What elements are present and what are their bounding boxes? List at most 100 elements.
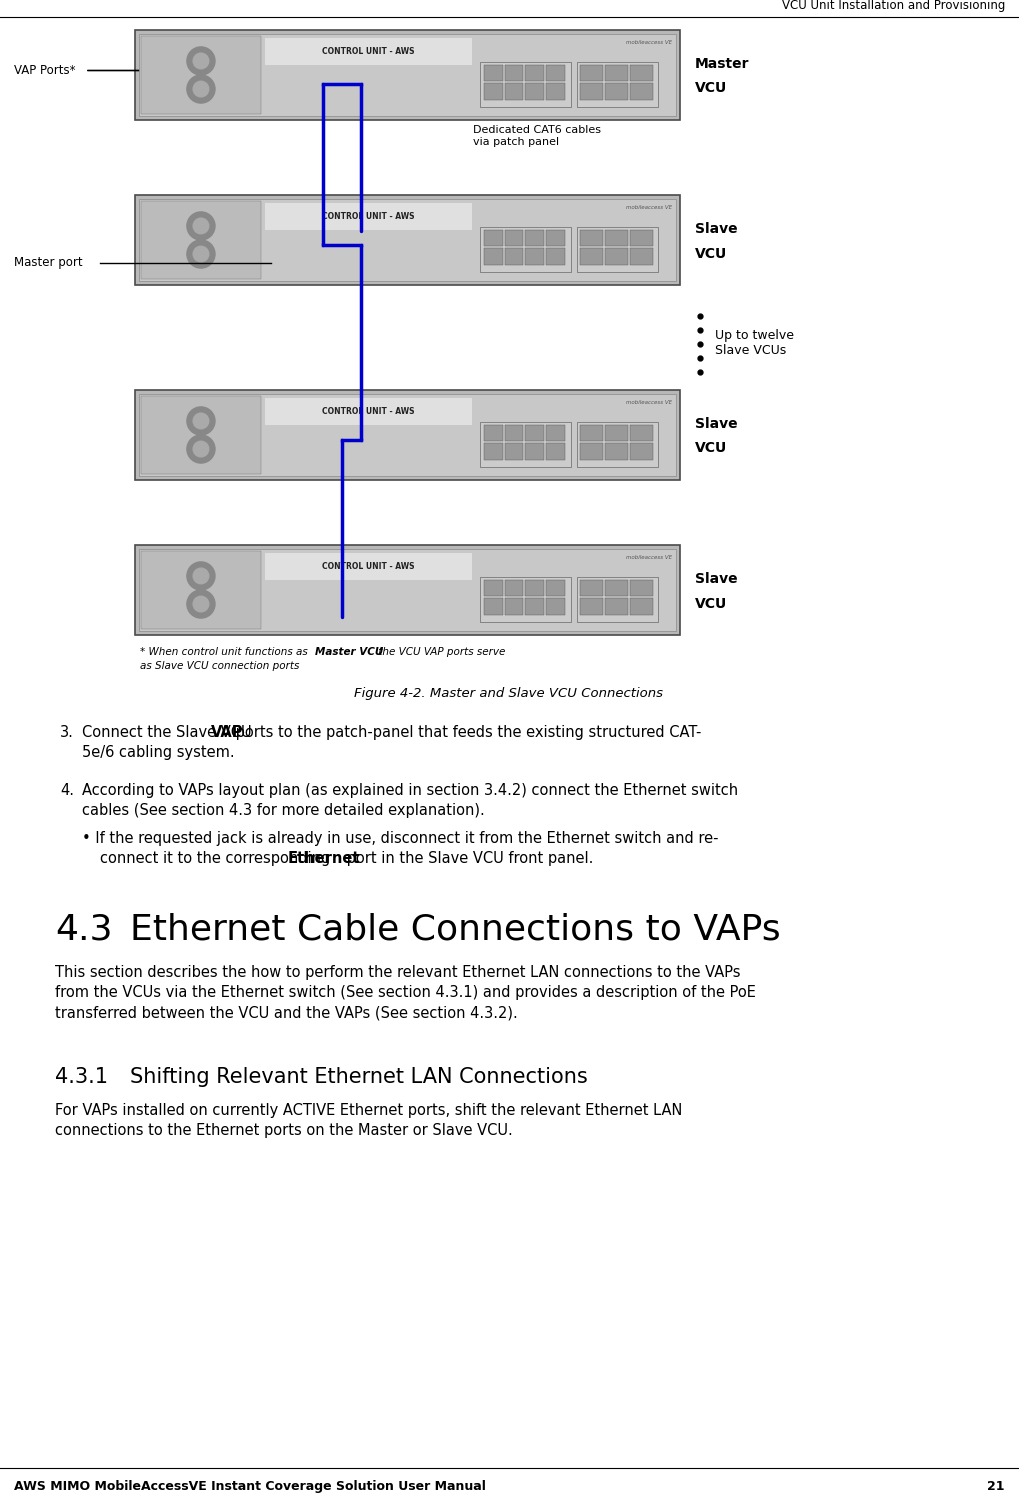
Circle shape — [194, 54, 209, 69]
Bar — [504, 580, 524, 597]
Text: AWS MIMO MobileAccessVE Instant Coverage Solution User Manual: AWS MIMO MobileAccessVE Instant Coverage… — [14, 1480, 486, 1494]
Bar — [546, 580, 565, 597]
Text: This section describes the how to perform the relevant Ethernet LAN connections : This section describes the how to perfor… — [55, 964, 741, 981]
Circle shape — [186, 407, 215, 435]
Text: Up to twelve
Slave VCUs: Up to twelve Slave VCUs — [715, 329, 794, 356]
Bar — [605, 230, 629, 247]
Text: as Slave VCU connection ports: as Slave VCU connection ports — [140, 661, 300, 671]
Bar — [577, 422, 658, 466]
Text: • If the requested jack is already in use, disconnect it from the Ethernet switc: • If the requested jack is already in us… — [82, 831, 718, 846]
Bar — [480, 422, 571, 466]
Circle shape — [194, 218, 209, 233]
Text: Connect the Slave VCU: Connect the Slave VCU — [82, 725, 256, 740]
Circle shape — [186, 212, 215, 241]
Bar — [631, 84, 653, 100]
Bar — [504, 248, 524, 265]
Bar — [526, 230, 544, 247]
Bar — [484, 580, 502, 597]
Bar — [546, 230, 565, 247]
Bar — [631, 425, 653, 441]
Bar — [484, 425, 502, 441]
Bar — [580, 425, 603, 441]
Text: the VCU VAP ports serve: the VCU VAP ports serve — [375, 647, 505, 656]
Bar — [141, 36, 261, 114]
Bar — [605, 580, 629, 597]
Bar — [580, 84, 603, 100]
Text: VCU: VCU — [695, 247, 728, 260]
Bar — [265, 37, 472, 64]
Bar — [631, 598, 653, 614]
Bar — [504, 425, 524, 441]
Bar — [580, 230, 603, 247]
Bar — [141, 200, 261, 280]
Bar — [480, 577, 571, 622]
Text: Shifting Relevant Ethernet LAN Connections: Shifting Relevant Ethernet LAN Connectio… — [130, 1067, 588, 1087]
Circle shape — [186, 75, 215, 103]
Bar — [141, 396, 261, 474]
Text: VCU Unit Installation and Provisioning: VCU Unit Installation and Provisioning — [782, 0, 1005, 12]
Bar — [139, 34, 676, 117]
Text: mobileaccess VE: mobileaccess VE — [626, 40, 672, 45]
Bar — [139, 549, 676, 631]
Bar — [504, 84, 524, 100]
Bar — [526, 598, 544, 614]
Bar — [484, 248, 502, 265]
Bar — [631, 230, 653, 247]
Bar — [605, 425, 629, 441]
Bar — [631, 580, 653, 597]
Text: CONTROL UNIT - AWS: CONTROL UNIT - AWS — [322, 407, 415, 416]
Circle shape — [186, 562, 215, 591]
Text: Slave: Slave — [695, 223, 738, 236]
Text: Master VCU: Master VCU — [315, 647, 383, 656]
Text: mobileaccess VE: mobileaccess VE — [626, 401, 672, 405]
Text: Dedicated CAT6 cables
via patch panel: Dedicated CAT6 cables via patch panel — [473, 126, 601, 147]
Bar — [526, 64, 544, 81]
Text: cables (See section 4.3 for more detailed explanation).: cables (See section 4.3 for more detaile… — [82, 803, 485, 818]
Text: mobileaccess VE: mobileaccess VE — [626, 205, 672, 209]
Text: transferred between the VCU and the VAPs (See section 4.3.2).: transferred between the VCU and the VAPs… — [55, 1005, 518, 1020]
Text: CONTROL UNIT - AWS: CONTROL UNIT - AWS — [322, 46, 415, 55]
Text: VAP: VAP — [211, 725, 244, 740]
Circle shape — [186, 46, 215, 75]
Bar — [139, 395, 676, 475]
Bar — [577, 61, 658, 106]
Bar — [135, 194, 680, 286]
Bar — [135, 390, 680, 480]
Bar — [135, 546, 680, 635]
Bar — [580, 443, 603, 459]
Text: Ethernet Cable Connections to VAPs: Ethernet Cable Connections to VAPs — [130, 913, 781, 946]
Circle shape — [194, 441, 209, 457]
Text: ports to the patch-panel that feeds the existing structured CAT-: ports to the patch-panel that feeds the … — [231, 725, 701, 740]
Bar — [605, 84, 629, 100]
Circle shape — [186, 241, 215, 268]
Bar — [484, 598, 502, 614]
Text: mobileaccess VE: mobileaccess VE — [626, 555, 672, 561]
Circle shape — [194, 247, 209, 262]
Bar — [135, 30, 680, 120]
Bar — [480, 227, 571, 272]
Text: * When control unit functions as: * When control unit functions as — [140, 647, 311, 656]
Bar — [580, 64, 603, 81]
Bar — [631, 64, 653, 81]
Bar — [580, 598, 603, 614]
Text: VCU: VCU — [695, 441, 728, 456]
Bar — [480, 61, 571, 106]
Text: Slave: Slave — [695, 573, 738, 586]
Circle shape — [194, 413, 209, 429]
Bar — [504, 64, 524, 81]
Bar — [526, 425, 544, 441]
Bar — [265, 398, 472, 425]
Bar — [580, 580, 603, 597]
Bar — [577, 227, 658, 272]
Bar — [504, 598, 524, 614]
Text: CONTROL UNIT - AWS: CONTROL UNIT - AWS — [322, 212, 415, 221]
Text: 4.: 4. — [60, 783, 74, 798]
Text: Slave: Slave — [695, 417, 738, 431]
Bar — [484, 230, 502, 247]
Text: VCU: VCU — [695, 597, 728, 610]
Bar — [139, 199, 676, 281]
Bar — [546, 64, 565, 81]
Bar — [526, 84, 544, 100]
Text: VCU: VCU — [695, 82, 728, 96]
Bar — [605, 598, 629, 614]
